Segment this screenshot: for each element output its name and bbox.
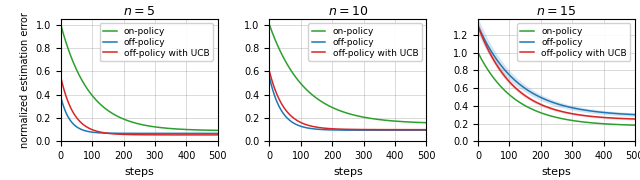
on-policy xyxy=(187,129,195,131)
off-policy xyxy=(631,114,639,116)
off-policy xyxy=(266,76,273,78)
on-policy xyxy=(102,108,110,110)
Line: off-policy with UCB: off-policy with UCB xyxy=(61,77,218,135)
off-policy with UCB xyxy=(158,134,166,136)
on-policy xyxy=(520,104,527,106)
off-policy with UCB xyxy=(531,101,539,103)
on-policy xyxy=(575,120,583,123)
off-policy xyxy=(474,25,482,27)
off-policy with UCB xyxy=(114,133,122,135)
on-policy xyxy=(57,24,65,26)
on-policy xyxy=(158,127,166,129)
Legend: on-policy, off-policy, off-policy with UCB: on-policy, off-policy, off-policy with U… xyxy=(100,23,213,61)
off-policy xyxy=(160,132,168,134)
Line: off-policy with UCB: off-policy with UCB xyxy=(478,26,635,119)
off-policy xyxy=(323,129,330,131)
off-policy with UCB xyxy=(323,127,330,129)
Line: off-policy: off-policy xyxy=(269,77,426,130)
on-policy xyxy=(160,127,168,129)
off-policy with UCB xyxy=(96,131,104,133)
off-policy with UCB xyxy=(422,129,430,131)
on-policy xyxy=(513,100,521,102)
off-policy with UCB xyxy=(604,117,612,119)
off-policy xyxy=(305,127,312,129)
Line: on-policy: on-policy xyxy=(269,25,426,123)
X-axis label: steps: steps xyxy=(541,166,572,177)
off-policy xyxy=(102,132,110,134)
on-policy xyxy=(474,51,482,54)
on-policy xyxy=(422,122,430,124)
off-policy xyxy=(577,108,585,111)
on-policy xyxy=(214,129,221,131)
X-axis label: steps: steps xyxy=(333,166,363,177)
off-policy xyxy=(114,132,122,134)
on-policy xyxy=(631,124,639,126)
Line: on-policy: on-policy xyxy=(61,25,218,130)
off-policy with UCB xyxy=(577,114,585,116)
off-policy xyxy=(367,129,374,131)
off-policy with UCB xyxy=(160,134,168,136)
on-policy xyxy=(531,109,539,112)
on-policy xyxy=(323,103,330,106)
off-policy with UCB xyxy=(396,129,403,131)
off-policy xyxy=(422,129,430,131)
off-policy with UCB xyxy=(214,134,221,136)
off-policy with UCB xyxy=(369,129,376,131)
Line: off-policy with UCB: off-policy with UCB xyxy=(269,71,426,130)
Line: off-policy: off-policy xyxy=(61,97,218,133)
on-policy xyxy=(604,123,612,125)
off-policy with UCB xyxy=(367,129,374,131)
off-policy xyxy=(396,129,403,131)
off-policy with UCB xyxy=(102,132,110,134)
on-policy xyxy=(96,103,104,105)
off-policy xyxy=(187,132,195,134)
on-policy xyxy=(114,115,122,118)
off-policy with UCB xyxy=(305,124,312,126)
off-policy xyxy=(214,132,221,134)
on-policy xyxy=(305,90,312,93)
on-policy xyxy=(369,118,376,120)
off-policy with UCB xyxy=(520,93,527,96)
off-policy xyxy=(369,129,376,131)
off-policy xyxy=(520,86,527,88)
on-policy xyxy=(396,120,403,123)
off-policy xyxy=(158,132,166,134)
off-policy xyxy=(57,96,65,98)
off-policy with UCB xyxy=(631,118,639,120)
off-policy xyxy=(513,81,521,83)
off-policy xyxy=(604,112,612,114)
off-policy with UCB xyxy=(57,76,65,78)
off-policy with UCB xyxy=(187,134,195,136)
Y-axis label: normalized estimation error: normalized estimation error xyxy=(20,12,30,148)
Line: on-policy: on-policy xyxy=(478,53,635,125)
Legend: on-policy, off-policy, off-policy with UCB: on-policy, off-policy, off-policy with U… xyxy=(308,23,422,61)
off-policy with UCB xyxy=(474,25,482,27)
Line: off-policy: off-policy xyxy=(478,26,635,115)
on-policy xyxy=(577,121,585,123)
off-policy with UCB xyxy=(513,88,521,90)
off-policy with UCB xyxy=(311,126,319,128)
off-policy xyxy=(531,93,539,96)
on-policy xyxy=(266,24,273,26)
on-policy xyxy=(311,96,319,98)
off-policy xyxy=(311,128,319,130)
off-policy xyxy=(575,108,583,110)
X-axis label: steps: steps xyxy=(124,166,154,177)
Title: $n = 5$: $n = 5$ xyxy=(123,5,156,18)
on-policy xyxy=(367,117,374,120)
Legend: on-policy, off-policy, off-policy with UCB: on-policy, off-policy, off-policy with U… xyxy=(516,23,630,61)
off-policy xyxy=(96,132,104,134)
Title: $n = 15$: $n = 15$ xyxy=(536,5,577,18)
off-policy with UCB xyxy=(266,70,273,72)
Title: $n = 10$: $n = 10$ xyxy=(328,5,368,18)
off-policy with UCB xyxy=(575,114,583,116)
